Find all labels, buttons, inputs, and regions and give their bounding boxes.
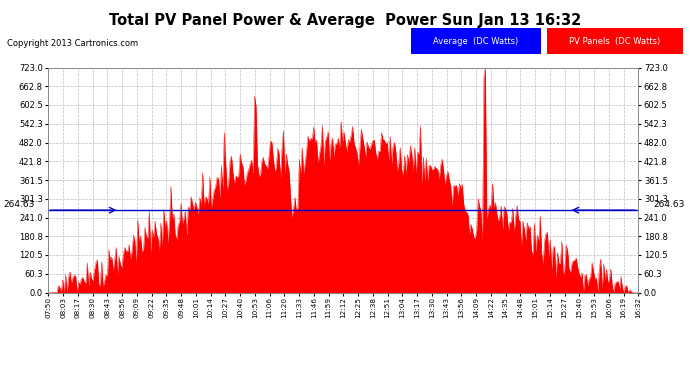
Text: PV Panels  (DC Watts): PV Panels (DC Watts) [569,37,660,46]
Text: 264.63: 264.63 [654,200,685,209]
Text: Copyright 2013 Cartronics.com: Copyright 2013 Cartronics.com [7,39,138,48]
FancyBboxPatch shape [547,28,683,54]
FancyBboxPatch shape [411,28,542,54]
Text: Total PV Panel Power & Average  Power Sun Jan 13 16:32: Total PV Panel Power & Average Power Sun… [109,13,581,28]
Text: Average  (DC Watts): Average (DC Watts) [433,37,519,46]
Text: 264.63: 264.63 [3,200,35,209]
